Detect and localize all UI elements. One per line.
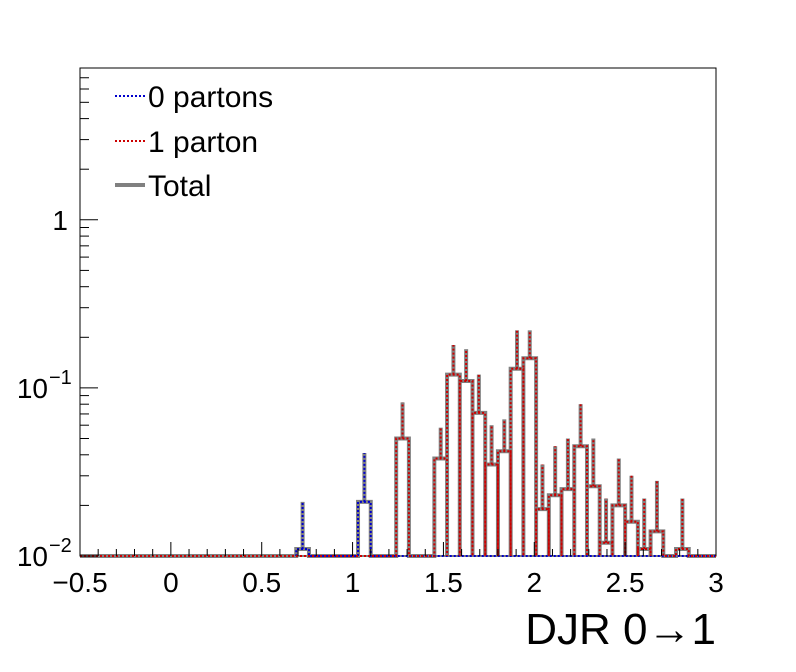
- y-tick-base: 10: [17, 373, 48, 404]
- legend-label-total: Total: [148, 170, 211, 203]
- x-tick-label: 1: [345, 567, 361, 598]
- y-tick-exponent: −1: [49, 367, 72, 389]
- series-1-parton-line: [80, 357, 716, 557]
- x-tick-label: 2: [526, 567, 542, 598]
- y-tick-exponent: −2: [49, 535, 72, 557]
- y-tick-base: 1: [52, 205, 68, 236]
- series-0-partons-line: [80, 500, 716, 557]
- x-tick-label: −0.5: [52, 567, 107, 598]
- y-tick-label: 1: [52, 205, 68, 236]
- y-tick-base: 10: [17, 541, 48, 572]
- axis-layer: −0.5 0 0.5 1 1.5 2 2.5 310 −210 −11: [17, 67, 724, 598]
- legend: 0 partons 1 parton Total: [115, 81, 273, 203]
- x-axis-title: DJR 0→1: [525, 605, 716, 654]
- x-tick-label: 0: [163, 567, 179, 598]
- y-tick-label: 10 −1: [17, 367, 72, 404]
- y-tick-label: 10 −2: [17, 535, 72, 572]
- series-layer: [80, 330, 716, 558]
- x-tick-label: 1.5: [424, 567, 463, 598]
- x-tick-label: 0.5: [242, 567, 281, 598]
- legend-label-1-parton: 1 parton: [148, 126, 258, 159]
- x-tick-label: 2.5: [606, 567, 645, 598]
- legend-label-0-partons: 0 partons: [148, 81, 273, 114]
- x-tick-label: 3: [708, 567, 724, 598]
